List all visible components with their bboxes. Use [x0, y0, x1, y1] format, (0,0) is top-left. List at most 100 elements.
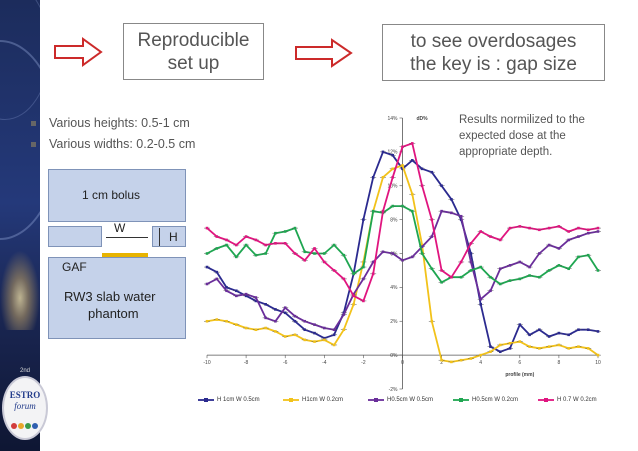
- data-point: [342, 313, 346, 316]
- data-point: [489, 345, 492, 348]
- x-tick-label: 6: [518, 360, 521, 366]
- data-point: [293, 226, 297, 230]
- data-point: [362, 265, 365, 269]
- data-point: [303, 338, 307, 342]
- data-point: [254, 238, 258, 242]
- data-point: [577, 255, 580, 259]
- legend-label: H1cm W 0.2cm: [302, 397, 344, 403]
- reproducible-setup-box: Reproducible set up: [123, 23, 264, 80]
- data-point: [254, 253, 258, 257]
- data-point: [283, 242, 287, 245]
- data-point: [264, 326, 267, 330]
- chart-title: dD%: [417, 116, 429, 122]
- data-point: [264, 252, 267, 255]
- y-tick-label: 14%: [387, 116, 398, 122]
- data-point: [332, 269, 336, 272]
- data-point: [498, 267, 502, 271]
- data-point: [342, 277, 346, 281]
- height-arrow: [159, 228, 160, 246]
- y-tick-label: 0%: [390, 353, 398, 359]
- legend-label: H 1cm W 0.5cm: [217, 397, 260, 403]
- data-point: [235, 294, 238, 298]
- data-point: [323, 260, 326, 264]
- bolus-piece-left: [48, 226, 102, 247]
- data-point: [391, 175, 395, 179]
- data-point: [420, 167, 424, 171]
- data-point: [538, 252, 541, 255]
- note-line: Results normilized to the: [459, 114, 585, 126]
- data-point: [557, 343, 561, 347]
- data-point: [235, 323, 238, 326]
- data-point: [557, 225, 561, 228]
- data-point: [264, 316, 267, 320]
- data-point: [332, 343, 336, 347]
- legend-label: H 0.7 W 0.2cm: [557, 397, 597, 403]
- data-point: [323, 252, 326, 255]
- data-point: [401, 145, 404, 149]
- data-point: [332, 243, 336, 247]
- note-line: appropriate depth.: [459, 146, 553, 158]
- data-point: [283, 230, 287, 233]
- bolus-piece-right: [152, 226, 186, 247]
- data-point: [596, 330, 600, 333]
- estro-forum-logo: 2nd ESTRO forum: [2, 368, 48, 446]
- box2-line2: the key is : gap size: [410, 53, 577, 75]
- data-point: [528, 265, 531, 269]
- data-point: [459, 214, 463, 218]
- data-point: [459, 275, 463, 279]
- data-point: [547, 345, 551, 348]
- data-point: [205, 319, 209, 323]
- x-tick-label: 0: [401, 360, 404, 366]
- gap-size-box: to see overdosages the key is : gap size: [382, 24, 605, 81]
- box1-line2: set up: [167, 52, 220, 74]
- data-point: [586, 253, 590, 257]
- data-point: [489, 275, 492, 279]
- x-tick-label: 8: [558, 360, 561, 366]
- data-point: [528, 345, 531, 348]
- x-tick-label: 4: [479, 360, 482, 366]
- x-tick-label: -8: [244, 360, 249, 366]
- data-point: [567, 238, 570, 242]
- data-point: [274, 319, 277, 323]
- data-point: [391, 204, 395, 208]
- slab-label-line1: RW3 slab water: [64, 289, 156, 304]
- data-point: [410, 255, 414, 259]
- data-point: [303, 319, 307, 323]
- box2-line1: to see overdosages: [410, 30, 577, 52]
- chart-legend: H 1cm W 0.5cm H1cm W 0.2cm H0.5cm W 0.5cm H…: [198, 394, 628, 408]
- data-point: [381, 209, 385, 213]
- y-tick-label: 12%: [387, 150, 398, 156]
- bolus-label: 1 cm bolus: [82, 188, 141, 202]
- data-point: [557, 264, 561, 267]
- data-point: [283, 311, 287, 315]
- y-tick-label: 10%: [387, 184, 398, 190]
- data-point: [293, 252, 297, 255]
- data-point: [440, 280, 443, 284]
- data-point: [440, 358, 443, 362]
- data-point: [362, 218, 365, 221]
- data-point: [489, 289, 492, 293]
- data-point: [567, 333, 570, 337]
- data-point: [332, 328, 336, 332]
- data-point: [538, 228, 541, 232]
- data-point: [469, 269, 473, 272]
- data-point: [567, 230, 570, 233]
- data-point: [264, 303, 267, 306]
- data-point: [430, 267, 434, 271]
- data-point: [274, 231, 277, 235]
- water-phantom-slab: [48, 257, 186, 339]
- data-point: [489, 235, 492, 238]
- dose-difference-chart: -2%0%2%4%6%8%10%12%14%-10-8-6-4-20246810…: [203, 116, 601, 393]
- data-point: [391, 167, 395, 171]
- data-point: [225, 243, 228, 247]
- data-point: [225, 289, 228, 293]
- data-point: [596, 226, 600, 230]
- y-tick-label: 4%: [390, 285, 398, 291]
- legend-label: H0.5cm W 0.5cm: [387, 397, 434, 403]
- bullet-list: Various heights: 0.5-1 cm Various widths…: [29, 113, 195, 155]
- data-point: [274, 242, 277, 245]
- data-point: [508, 279, 512, 282]
- data-point: [586, 328, 590, 332]
- slab-label-line2: phantom: [88, 306, 139, 321]
- data-point: [235, 289, 238, 293]
